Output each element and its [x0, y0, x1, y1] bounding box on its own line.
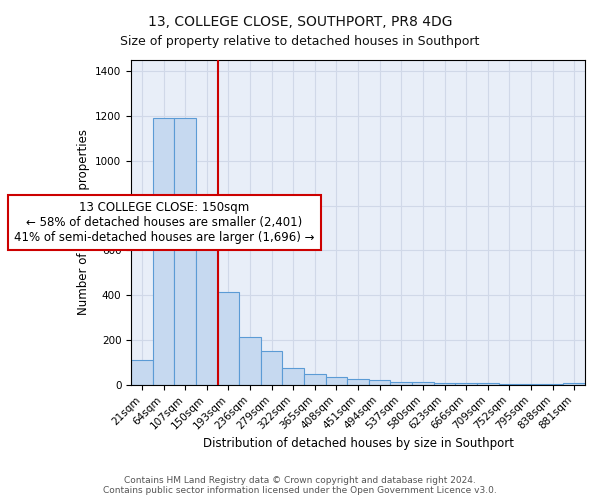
Bar [542, 384, 563, 385]
X-axis label: Distribution of detached houses by size in Southport: Distribution of detached houses by size … [203, 437, 514, 450]
Bar [563, 382, 585, 385]
Bar [326, 377, 347, 385]
Bar [455, 382, 477, 385]
Bar [391, 382, 412, 385]
Text: Size of property relative to detached houses in Southport: Size of property relative to detached ho… [121, 35, 479, 48]
Bar [412, 382, 434, 385]
Bar [304, 374, 326, 385]
Text: Contains HM Land Registry data © Crown copyright and database right 2024.
Contai: Contains HM Land Registry data © Crown c… [103, 476, 497, 495]
Bar [218, 292, 239, 385]
Bar [369, 380, 391, 385]
Bar [196, 222, 218, 385]
Bar [347, 380, 369, 385]
Bar [131, 360, 153, 385]
Bar [283, 368, 304, 385]
Y-axis label: Number of detached properties: Number of detached properties [77, 130, 89, 316]
Bar [239, 336, 261, 385]
Bar [499, 384, 520, 385]
Bar [153, 118, 175, 385]
Bar [520, 384, 542, 385]
Bar [175, 118, 196, 385]
Bar [261, 352, 283, 385]
Text: 13, COLLEGE CLOSE, SOUTHPORT, PR8 4DG: 13, COLLEGE CLOSE, SOUTHPORT, PR8 4DG [148, 15, 452, 29]
Bar [434, 382, 455, 385]
Bar [477, 382, 499, 385]
Text: 13 COLLEGE CLOSE: 150sqm
← 58% of detached houses are smaller (2,401)
41% of sem: 13 COLLEGE CLOSE: 150sqm ← 58% of detach… [14, 201, 314, 244]
